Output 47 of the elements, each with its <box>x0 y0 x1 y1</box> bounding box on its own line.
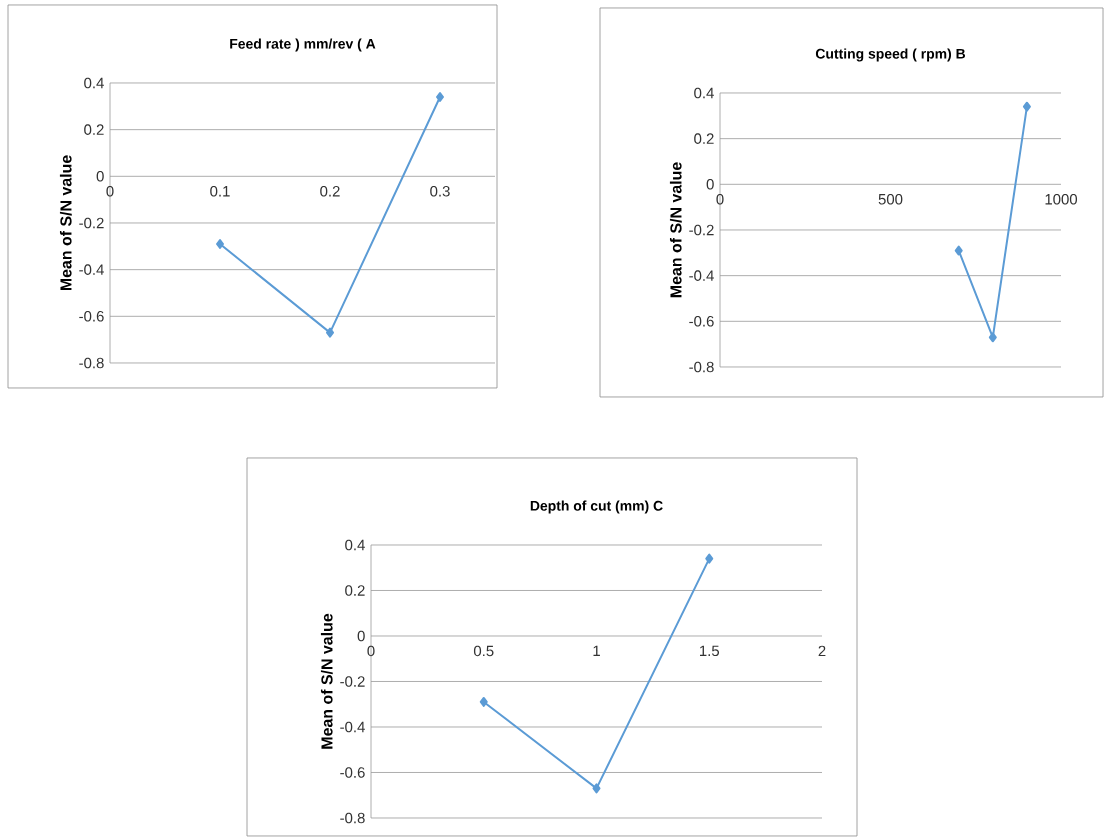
x-tick-label: 0 <box>367 645 375 657</box>
point <box>1022 101 1031 112</box>
x-tick-label: 0.2 <box>320 185 340 197</box>
y-tick-label: -0.4 <box>689 270 714 281</box>
point <box>436 91 445 102</box>
y-tick-label: -0.6 <box>689 316 714 327</box>
y-axis-title: Mean of S/N value <box>669 162 682 298</box>
y-tick-label: -0.6 <box>340 767 365 778</box>
point <box>988 332 997 343</box>
y-tick-label: -0.8 <box>340 812 365 824</box>
x-tick-label: 0 <box>106 185 114 197</box>
x-tick-label: 1 <box>593 645 600 656</box>
point <box>705 553 714 564</box>
x-tick-label: 0.3 <box>430 185 450 197</box>
point <box>326 327 335 338</box>
x-tick-label: 500 <box>878 193 903 205</box>
chart-title: Feed rate ) mm/rev ( A <box>230 38 376 52</box>
y-tick-label: -0.2 <box>340 676 365 687</box>
point <box>479 696 488 707</box>
x-tick-label: 2 <box>818 645 826 657</box>
y-tick-label: -0.2 <box>79 217 104 229</box>
y-tick-label: 0.4 <box>84 77 104 89</box>
y-tick-label: -0.4 <box>340 721 365 733</box>
x-tick-label: 1000 <box>1045 193 1078 205</box>
x-tick-label: 0 <box>716 193 724 205</box>
y-tick-label: 0.2 <box>345 585 365 596</box>
y-tick-label: -0.4 <box>79 264 104 275</box>
y-tick-label: 0.4 <box>694 87 714 99</box>
x-tick-label: 1.5 <box>700 645 720 657</box>
y-tick-label: -0.2 <box>689 224 714 236</box>
y-tick-label: -0.8 <box>689 361 714 373</box>
y-tick-label: 0.4 <box>345 539 365 551</box>
y-tick-label: 0 <box>357 630 365 642</box>
y-tick-label: 0.2 <box>694 133 714 144</box>
y-axis-title: Mean of S/N value <box>59 155 72 291</box>
y-tick-label: 0 <box>96 171 104 182</box>
point <box>954 245 963 256</box>
chart-title: Depth of cut (mm) C <box>530 500 663 514</box>
x-tick-label: 0.5 <box>473 645 494 657</box>
chart-title: Cutting speed ( rpm) B <box>815 48 966 62</box>
point <box>592 783 601 794</box>
y-tick-label: 0.2 <box>84 124 104 135</box>
y-tick-label: -0.8 <box>79 357 104 369</box>
point <box>216 238 225 249</box>
y-tick-label: -0.6 <box>79 311 104 322</box>
y-axis-title: Mean of S/N value <box>320 613 333 749</box>
x-tick-label: 0.1 <box>210 185 230 197</box>
